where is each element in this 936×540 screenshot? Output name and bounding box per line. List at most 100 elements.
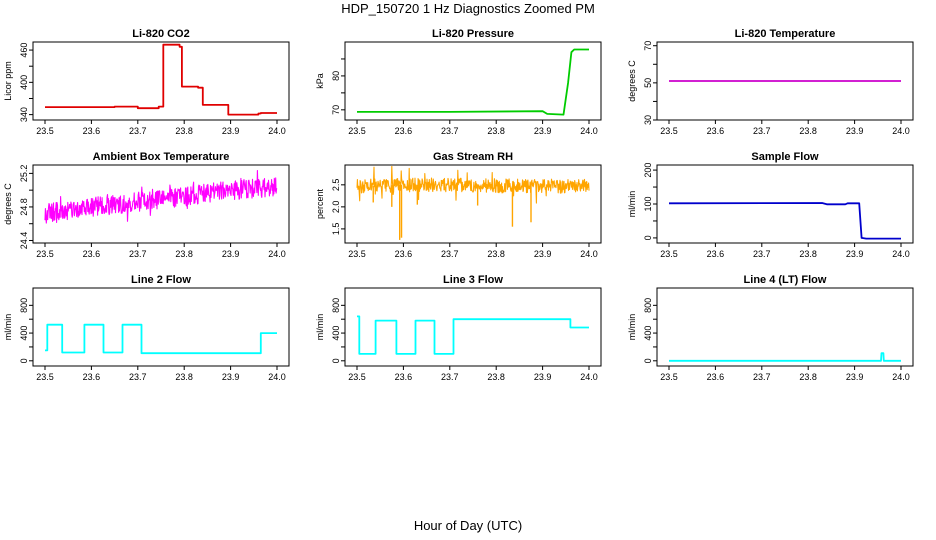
x-tick-label: 23.5 [348,126,366,136]
y-axis-label: degrees C [627,60,637,102]
panel-title: Line 2 Flow [131,274,191,286]
y-tick-label: 800 [19,298,29,313]
y-tick-label: 200 [643,163,653,178]
y-tick-label: 24.4 [19,232,29,250]
panel-2: Li-820 Pressure kPa 23.5 23.6 23.7 23.8 23.9 24… [315,28,602,136]
panel-3: Li-820 Temperature degrees C 23.5 23.6 23.7 2… [627,28,914,136]
panel-title: Li-820 CO2 [132,28,189,40]
panel-4: Ambient Box Temperature degrees C 23.5 23.6… [3,151,290,259]
x-tick-label: 23.8 [487,372,505,382]
plot-frame [656,287,914,367]
panel-title: Ambient Box Temperature [93,151,230,163]
x-tick-label: 23.7 [129,372,147,382]
plot-area [669,352,901,362]
x-tick-label: 23.8 [175,372,193,382]
x-tick-label: 23.8 [175,126,193,136]
x-tick-label: 24.0 [892,249,910,259]
y-axis-label: degrees C [3,183,13,225]
plot-area [45,323,277,355]
figure-title: HDP_150720 1 Hz Diagnostics Zoomed PM [341,1,595,16]
x-tick-label: 23.8 [487,249,505,259]
plot-area [356,166,590,240]
x-tick-label: 23.6 [707,126,725,136]
y-tick-label: 0 [331,358,341,363]
x-tick-label: 23.6 [395,372,413,382]
x-tick-label: 23.9 [534,126,552,136]
x-tick-label: 23.7 [753,249,771,259]
x-tick-label: 24.0 [892,126,910,136]
x-tick-label: 23.8 [799,126,817,136]
y-tick-label: 800 [643,298,653,313]
y-tick-label: 0 [643,358,653,363]
y-tick-label: 30 [643,115,653,125]
x-tick-label: 24.0 [580,372,598,382]
y-tick-label: 70 [643,41,653,51]
y-tick-label: 2.5 [331,179,341,192]
x-tick-label: 23.5 [348,372,366,382]
panel-9: Line 4 (LT) Flow ml/min 23.5 23.6 23.7 23.8 23… [627,274,914,382]
x-tick-label: 23.9 [846,372,864,382]
y-axis-label: ml/min [627,191,637,218]
y-tick-label: 400 [19,326,29,341]
x-tick-label: 23.7 [441,372,459,382]
x-tick-label: 23.8 [799,372,817,382]
x-tick-label: 23.5 [348,249,366,259]
panel-title: Line 4 (LT) Flow [744,274,827,286]
plot-frame [32,287,290,367]
y-tick-label: 50 [643,78,653,88]
y-axis-label: ml/min [315,314,325,341]
x-tick-label: 23.7 [441,249,459,259]
x-tick-label: 23.9 [846,126,864,136]
panel-title: Gas Stream RH [433,151,513,163]
x-tick-label: 23.9 [222,372,240,382]
x-tick-label: 23.9 [222,249,240,259]
y-axis-label: percent [315,188,325,219]
y-axis-label: Licor ppm [3,61,13,101]
x-tick-label: 23.8 [799,249,817,259]
x-tick-label: 24.0 [268,372,286,382]
x-tick-label: 23.9 [534,372,552,382]
panel-6: Sample Flow ml/min 23.5 23.6 23.7 23.8 23.9 24.… [627,151,914,259]
x-tick-label: 23.6 [707,249,725,259]
x-tick-label: 23.5 [660,126,678,136]
x-tick-label: 23.7 [753,372,771,382]
panel-title: Li-820 Pressure [432,28,514,40]
y-tick-label: 70 [331,105,341,115]
x-tick-label: 23.5 [36,372,54,382]
y-axis-label: ml/min [3,314,13,341]
y-tick-label: 0 [19,358,29,363]
x-tick-label: 23.8 [487,126,505,136]
x-tick-label: 24.0 [268,249,286,259]
x-tick-label: 23.5 [660,249,678,259]
x-tick-label: 24.0 [892,372,910,382]
x-tick-label: 23.8 [175,249,193,259]
panel-8: Line 3 Flow ml/min 23.5 23.6 23.7 23.8 23.9 24.… [315,274,602,382]
x-tick-label: 23.7 [129,126,147,136]
plot-area [44,169,278,224]
series-line [45,323,277,355]
plot-area [668,202,901,240]
panel-title: Line 3 Flow [443,274,503,286]
x-tick-label: 23.6 [395,126,413,136]
x-tick-label: 23.6 [83,249,101,259]
plot-frame [656,41,914,121]
y-tick-label: 2.0 [331,201,341,214]
x-tick-label: 23.5 [660,372,678,382]
y-tick-label: 1.5 [331,223,341,236]
plot-frame [32,41,290,121]
y-axis-label: kPa [315,73,325,89]
y-tick-label: 80 [331,71,341,81]
panel-title: Sample Flow [751,151,819,163]
series-line [357,315,589,355]
panel-7: Line 2 Flow ml/min 23.5 23.6 23.7 23.8 23.9 24.… [3,274,290,382]
plot-frame [344,287,602,367]
x-tick-label: 23.7 [129,249,147,259]
panel-1: Li-820 CO2 Licor ppm 23.5 23.6 23.7 23.8 23.9 2… [3,28,290,136]
x-tick-label: 23.5 [36,249,54,259]
x-tick-label: 24.0 [580,249,598,259]
series-line [668,202,901,240]
plot-area [45,43,277,116]
x-tick-label: 24.0 [580,126,598,136]
y-tick-label: 800 [331,298,341,313]
panel-title: Li-820 Temperature [735,28,836,40]
